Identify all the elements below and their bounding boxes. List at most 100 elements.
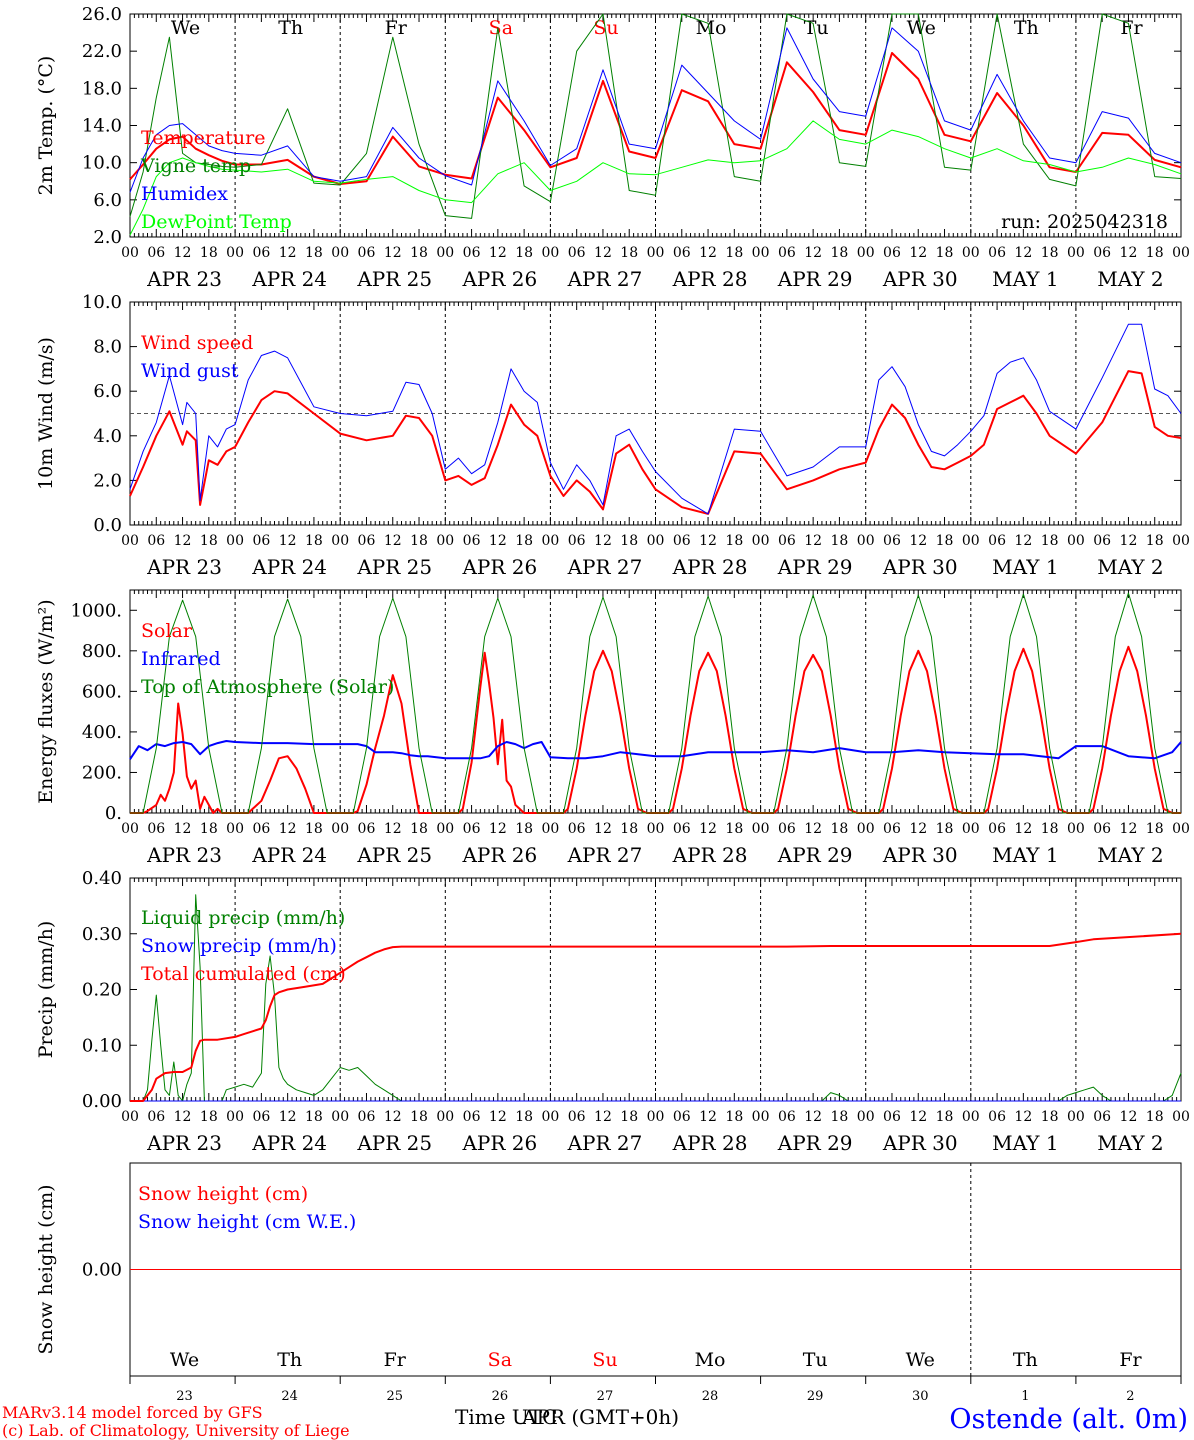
- x-hour-label: 18: [410, 1109, 428, 1125]
- series-temperature-line: [129, 52, 1182, 185]
- x-hour-label: 00: [1067, 245, 1085, 261]
- x-hour-label: 06: [988, 821, 1006, 837]
- x-hour-label: 00: [436, 1109, 454, 1125]
- x-hour-label: 18: [200, 821, 218, 837]
- x-day-number: 25: [386, 1389, 403, 1404]
- x-hour-label: 12: [489, 245, 507, 261]
- x-hour-label: 12: [174, 533, 192, 549]
- day-name-label: Mo: [695, 1349, 726, 1371]
- x-hour-label: 12: [1014, 821, 1032, 837]
- x-hour-label: 06: [358, 821, 376, 837]
- x-hour-label: 00: [226, 1109, 244, 1125]
- x-date-label: APR 30: [882, 1131, 958, 1155]
- x-hour-label: 12: [1014, 245, 1032, 261]
- x-date-label: MAY 1: [992, 1131, 1058, 1155]
- day-name-label: Th: [1014, 17, 1039, 39]
- x-hour-label: 12: [174, 245, 192, 261]
- x-hour-label: 06: [463, 245, 481, 261]
- x-hour-label: 06: [252, 821, 270, 837]
- x-date-label: MAY 1: [992, 555, 1058, 579]
- x-hour-label: 00: [752, 533, 770, 549]
- x-hour-label: 12: [1014, 1109, 1032, 1125]
- y-tick-label: 0.0: [93, 515, 122, 536]
- model-credit: MARv3.14 model forced by GFS: [2, 1403, 263, 1422]
- series-wind-gust-line: [129, 323, 1182, 515]
- x-hour-label: 18: [305, 245, 323, 261]
- x-hour-label: 00: [647, 821, 665, 837]
- x-date-label: APR 23: [146, 555, 222, 579]
- x-hour-label: 18: [410, 821, 428, 837]
- x-hour-label: 06: [358, 533, 376, 549]
- x-hour-label: 00: [226, 533, 244, 549]
- x-hour-label: 18: [936, 821, 954, 837]
- y-tick-label: 26.0: [82, 4, 122, 25]
- y-tick-label: 2.0: [93, 470, 122, 491]
- x-date-label: APR 23: [146, 267, 222, 291]
- y-tick-label: 6.0: [93, 381, 122, 402]
- y-tick-label: 4.0: [93, 426, 122, 447]
- x-date-label: APR 24: [251, 843, 327, 867]
- x-hour-label: 06: [778, 821, 796, 837]
- x-hour-label: 06: [988, 1109, 1006, 1125]
- y-tick-label: 18.0: [82, 78, 122, 99]
- x-date-label: APR 25: [356, 555, 432, 579]
- x-hour-label: 18: [725, 821, 743, 837]
- x-hour-label: 00: [647, 245, 665, 261]
- x-hour-label: 18: [1146, 821, 1164, 837]
- x-date-label: APR 25: [356, 843, 432, 867]
- day-name-label: Sa: [488, 1349, 512, 1371]
- plot-frame-3: [129, 589, 1182, 814]
- day-name-label: Fr: [1120, 17, 1143, 39]
- x-hour-label: 12: [1120, 533, 1138, 549]
- x-hour-label: 12: [489, 1109, 507, 1125]
- x-hour-label: 18: [410, 245, 428, 261]
- x-date-label: APR 27: [567, 843, 643, 867]
- y-tick-label: 600.: [82, 681, 122, 702]
- x-date-label: APR 27: [567, 267, 643, 291]
- x-hour-label: 06: [147, 1109, 165, 1125]
- x-hour-label: 18: [620, 533, 638, 549]
- x-hour-label: 18: [1146, 245, 1164, 261]
- x-hour-label: 06: [1093, 245, 1111, 261]
- x-hour-label: 06: [252, 1109, 270, 1125]
- x-hour-label: 12: [804, 245, 822, 261]
- x-hour-label: 00: [962, 533, 980, 549]
- legend-label: Humidex: [141, 183, 228, 205]
- x-hour-label: 18: [305, 821, 323, 837]
- x-hour-label: 00: [1172, 1109, 1190, 1125]
- x-hour-label: 12: [594, 533, 612, 549]
- day-name-label: Fr: [384, 1349, 407, 1371]
- y-axis-title: 10m Wind (m/s): [35, 337, 57, 490]
- x-date-label: APR 25: [356, 267, 432, 291]
- x-hour-label: 12: [804, 1109, 822, 1125]
- x-hour-label: 18: [515, 245, 533, 261]
- legend-label: Wind gust: [141, 360, 239, 382]
- x-day-number: 30: [912, 1389, 929, 1404]
- x-hour-label: 06: [568, 1109, 586, 1125]
- x-hour-label: 00: [962, 821, 980, 837]
- x-hour-label: 00: [752, 245, 770, 261]
- x-hour-label: 00: [1172, 533, 1190, 549]
- x-hour-label: 12: [489, 821, 507, 837]
- x-hour-label: 06: [778, 245, 796, 261]
- x-date-label: APR 24: [251, 555, 327, 579]
- x-hour-label: 06: [252, 533, 270, 549]
- x-hour-label: 00: [331, 1109, 349, 1125]
- day-name-label: Su: [592, 1349, 617, 1371]
- y-tick-label: 200.: [82, 762, 122, 783]
- x-hour-label: 06: [1093, 821, 1111, 837]
- legend-label: Liquid precip (mm/h): [141, 907, 345, 929]
- x-hour-label: 12: [489, 533, 507, 549]
- x-hour-label: 12: [1120, 821, 1138, 837]
- day-name-label: We: [171, 17, 200, 39]
- x-hour-label: 12: [699, 245, 717, 261]
- x-hour-label: 06: [358, 245, 376, 261]
- x-hour-label: 12: [594, 245, 612, 261]
- y-tick-label: 1000.: [70, 600, 122, 621]
- x-hour-label: 06: [147, 245, 165, 261]
- x-hour-label: 18: [515, 1109, 533, 1125]
- day-name-label: Th: [1013, 1349, 1038, 1371]
- y-axis-title: Energy fluxes (W/m²): [35, 599, 57, 803]
- x-day-number: 28: [702, 1389, 719, 1404]
- y-tick-label: 10.0: [82, 153, 122, 174]
